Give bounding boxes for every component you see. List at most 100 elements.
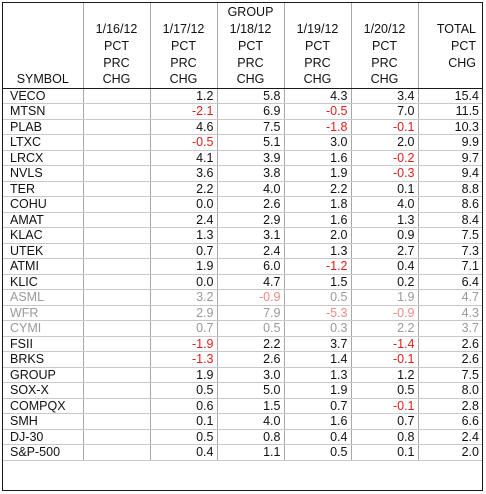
- value-cell: 2.4: [217, 243, 285, 259]
- value-cell: -0.9: [217, 289, 285, 306]
- total-cell: 9.7: [418, 150, 482, 166]
- header-row-chg: SYMBOL CHG CHG CHG CHG CHG: [3, 71, 482, 89]
- value-cell: 5.0: [217, 382, 285, 399]
- table-row: CYMI 0.7 0.5 0.3 2.2 3.7: [3, 320, 482, 337]
- value-cell: -1.8: [284, 119, 352, 135]
- table-row: MTSN -2.1 6.9 -0.5 7.0 11.5: [3, 103, 482, 120]
- value-cell: 7.5: [217, 119, 285, 135]
- table-row: TER 2.2 4.0 2.2 0.1 8.8: [3, 181, 482, 197]
- table-row: SOX-X 0.5 5.0 1.9 0.5 8.0: [3, 382, 482, 399]
- chg-header: CHG: [217, 71, 285, 89]
- prc-header: PRC: [284, 54, 352, 71]
- header-row-pct: PCT PCT PCT PCT PCT PCT: [3, 37, 482, 54]
- symbol-cell: SMH: [3, 413, 84, 430]
- value-cell: 4.6: [150, 119, 218, 135]
- symbol-cell: VECO: [3, 88, 84, 104]
- value-cell: 1.9: [284, 382, 352, 399]
- chg-header: CHG: [150, 71, 218, 89]
- value-cell: 0.1: [351, 181, 419, 197]
- symbol-cell: TER: [3, 181, 84, 197]
- value-cell: -0.1: [351, 398, 419, 414]
- total-cell: 10.3: [418, 119, 482, 135]
- value-cell: 6.0: [217, 258, 285, 275]
- total-cell: 6.6: [418, 413, 482, 430]
- value-cell: 3.4: [351, 88, 419, 104]
- value-cell: 5.8: [217, 88, 285, 104]
- symbol-cell: GROUP: [3, 366, 84, 383]
- value-cell: [83, 429, 151, 445]
- table-row: LRCX 4.1 3.9 1.6 -0.2 9.7: [3, 150, 482, 166]
- value-cell: -0.5: [284, 103, 352, 120]
- value-cell: 4.3: [284, 88, 352, 104]
- table-row: BRKS -1.3 2.6 1.4 -0.1 2.6: [3, 351, 482, 368]
- value-cell: 0.1: [150, 413, 218, 430]
- value-cell: 7.9: [217, 305, 285, 321]
- value-cell: 2.9: [150, 305, 218, 321]
- value-cell: [83, 212, 151, 228]
- total-cell: 2.6: [418, 351, 482, 368]
- value-cell: -1.2: [284, 258, 352, 275]
- pct-header: PCT: [351, 37, 419, 54]
- symbol-cell: BRKS: [3, 351, 84, 368]
- value-cell: 4.7: [217, 274, 285, 290]
- table-row: NVLS 3.6 3.8 1.9 -0.3 9.4: [3, 165, 482, 182]
- value-cell: [83, 413, 151, 430]
- table-row: LTXC -0.5 5.1 3.0 2.0 9.9: [3, 134, 482, 151]
- value-cell: 1.3: [284, 366, 352, 383]
- value-cell: 1.2: [150, 88, 218, 104]
- chg-header: CHG: [351, 71, 419, 89]
- pct-header: PCT: [83, 37, 151, 54]
- value-cell: [83, 444, 151, 461]
- value-cell: 0.5: [284, 289, 352, 306]
- value-cell: 0.5: [284, 444, 352, 461]
- table-row: ATMI 1.9 6.0 -1.2 0.4 7.1: [3, 258, 482, 275]
- total-cell: 2.6: [418, 336, 482, 352]
- value-cell: [83, 258, 151, 275]
- symbol-cell: KLIC: [3, 274, 84, 290]
- table-row: UTEK 0.7 2.4 1.3 2.7 7.3: [3, 243, 482, 259]
- value-cell: -2.1: [150, 103, 218, 120]
- value-cell: 3.0: [284, 134, 352, 151]
- total-cell: 2.8: [418, 398, 482, 414]
- value-cell: [83, 305, 151, 321]
- prc-header: PRC: [83, 54, 151, 71]
- header-row-dates: 1/16/12 1/17/12 1/18/12 1/19/12 1/20/12 …: [3, 20, 482, 37]
- symbol-cell: KLAC: [3, 227, 84, 244]
- value-cell: 3.8: [217, 165, 285, 182]
- value-cell: 1.4: [284, 351, 352, 368]
- table-row: ASML 3.2 -0.9 0.5 1.9 4.7: [3, 289, 482, 306]
- value-cell: 0.4: [150, 444, 218, 461]
- header-cell: [3, 3, 84, 20]
- total-cell: 2.4: [418, 429, 482, 445]
- header-cell: [150, 3, 218, 20]
- symbol-cell: NVLS: [3, 165, 84, 182]
- total-cell: 15.4: [418, 88, 482, 104]
- value-cell: [83, 336, 151, 352]
- symbol-cell: LTXC: [3, 134, 84, 151]
- value-cell: 5.1: [217, 134, 285, 151]
- value-cell: 1.9: [351, 289, 419, 306]
- symbol-cell: LRCX: [3, 150, 84, 166]
- price-change-table: GROUP 1/16/12 1/17/12 1/18/12 1/19/12 1/…: [3, 3, 482, 461]
- total-cell: 11.5: [418, 103, 482, 120]
- table-row: KLAC 1.3 3.1 2.0 0.9 7.5: [3, 227, 482, 244]
- value-cell: [83, 274, 151, 290]
- symbol-cell: WFR: [3, 305, 84, 321]
- total-cell: 4.7: [418, 289, 482, 306]
- table-row: PLAB 4.6 7.5 -1.8 -0.1 10.3: [3, 119, 482, 135]
- total-cell: 4.3: [418, 305, 482, 321]
- table-row: DJ-30 0.5 0.8 0.4 0.8 2.4: [3, 429, 482, 445]
- value-cell: -0.5: [150, 134, 218, 151]
- chg-header: CHG: [448, 55, 476, 70]
- symbol-header: SYMBOL: [3, 71, 84, 89]
- total-header: TOTAL: [436, 21, 476, 36]
- table-row: AMAT 2.4 2.9 1.6 1.3 8.4: [3, 212, 482, 228]
- value-cell: [83, 165, 151, 182]
- value-cell: -1.9: [150, 336, 218, 352]
- value-cell: [83, 196, 151, 213]
- value-cell: 2.6: [217, 351, 285, 368]
- date-header: 1/17/12: [150, 20, 218, 37]
- value-cell: 0.7: [351, 413, 419, 430]
- header-cell: [3, 20, 84, 37]
- total-cell: 6.4: [418, 274, 482, 290]
